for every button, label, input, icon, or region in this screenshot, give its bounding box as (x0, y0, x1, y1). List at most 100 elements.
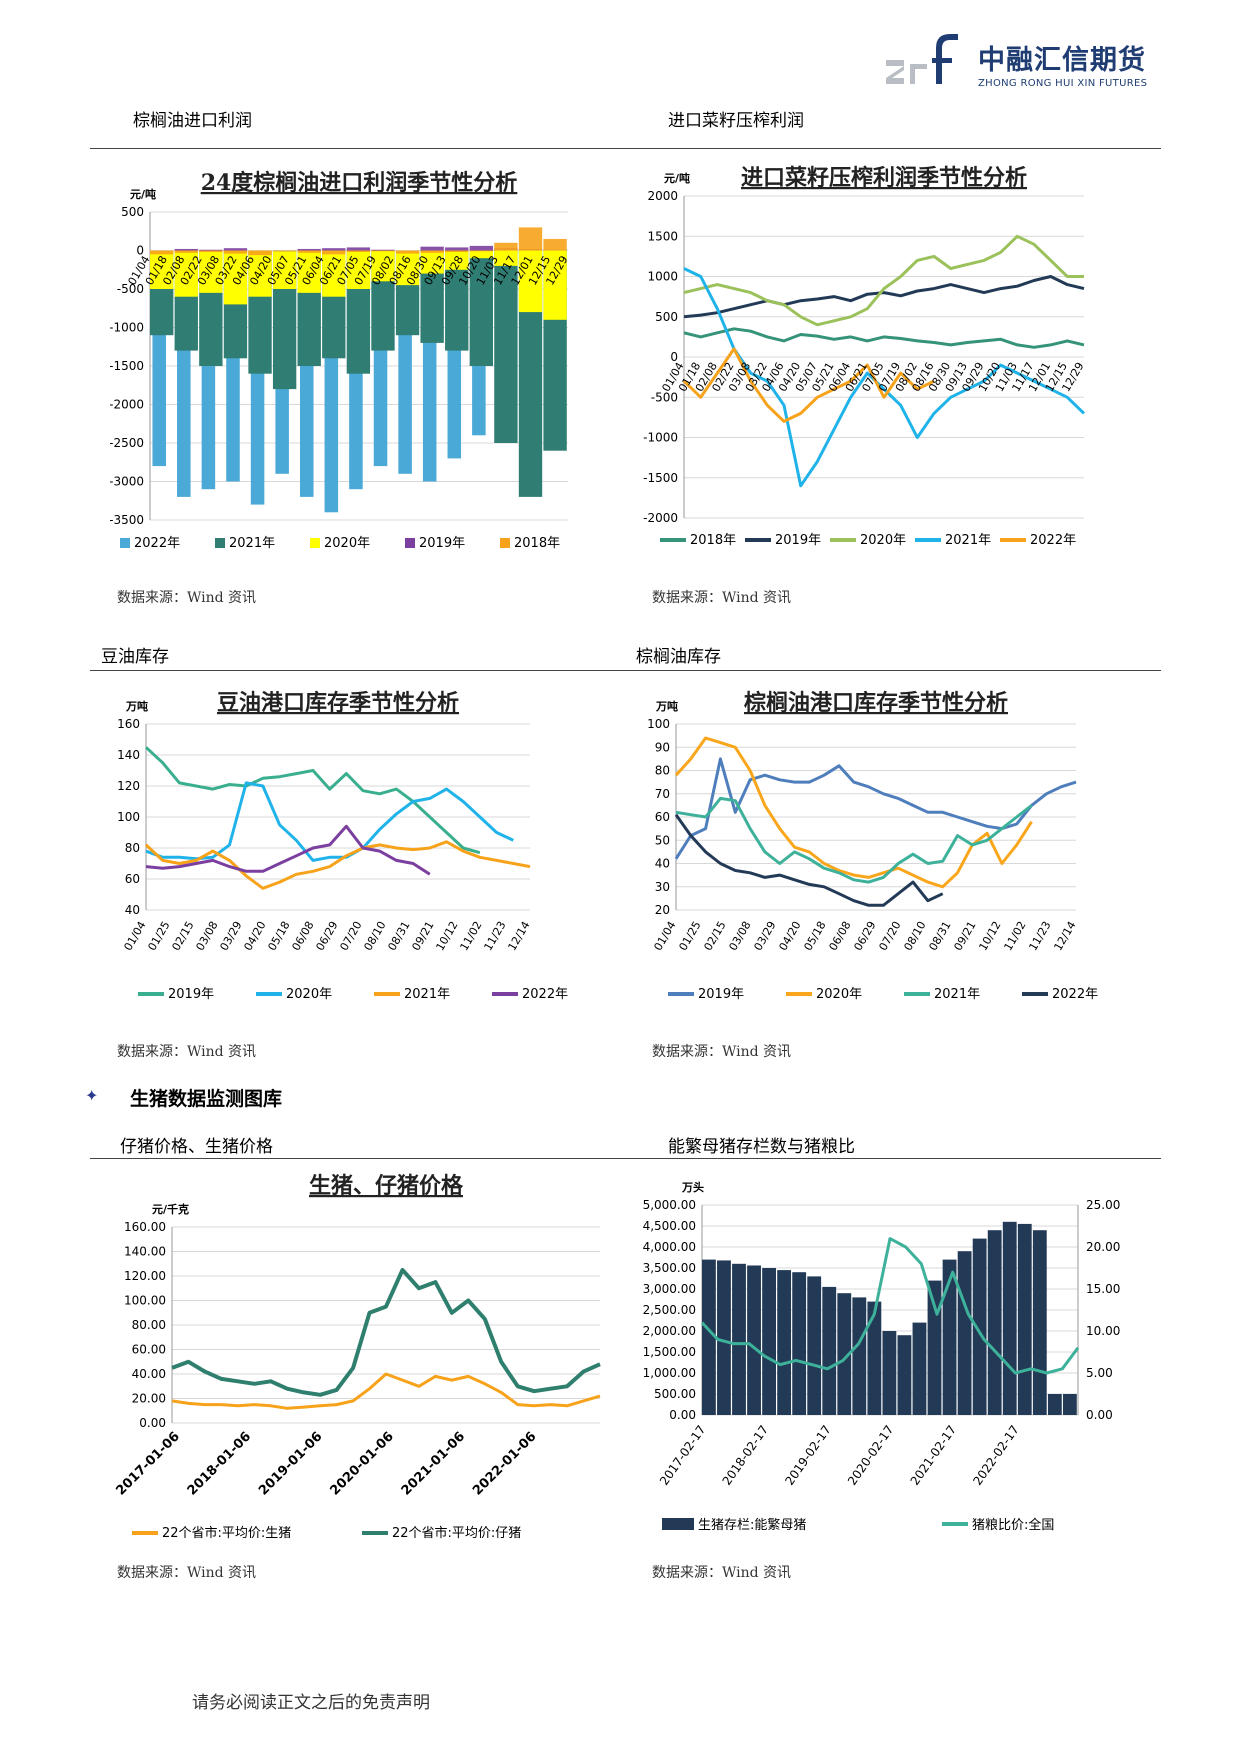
x-tick-label: 2021-02-17 (908, 1423, 959, 1488)
x-tick-label: 2021-01-06 (399, 1429, 468, 1498)
y-tick-label: -1500 (643, 471, 678, 485)
x-tick-label: 2017-01-06 (113, 1429, 182, 1498)
bar-4 (346, 250, 371, 253)
x-tick-label: 09/21 (951, 919, 978, 953)
x-tick-label: 03/08 (193, 919, 220, 953)
y-axis-unit-label: 万吨 (125, 699, 148, 713)
series-line-hog-grain-ratio (700, 1237, 1080, 1375)
legend-label-sow-inventory: 生猪存栏:能繁母猪 (698, 1517, 806, 1533)
x-tick-label: 12/14 (1051, 919, 1078, 953)
y-tick-label: 70 (655, 787, 670, 801)
company-logo: 中融汇信期货 ZHONG RONG HUI XIN FUTURES (880, 28, 1210, 90)
y-tick-label: 20 (655, 903, 670, 917)
data-source-note: 数据来源：Wind 资讯 (117, 590, 257, 606)
bar-4 (297, 250, 321, 253)
x-tick-label: 11/02 (1001, 919, 1028, 953)
x-tick-label: 01/25 (145, 919, 172, 953)
data-source-note: 数据来源：Wind 资讯 (117, 1565, 257, 1581)
bar-4 (174, 250, 198, 253)
x-tick-label: 02/15 (701, 919, 728, 953)
x-tick-label: 06/29 (851, 919, 878, 953)
series-line-0 (171, 1372, 601, 1410)
y-axis-unit-label: 万头 (681, 1180, 704, 1194)
legend-label-2020: 2020年 (860, 533, 906, 548)
series-line-0 (683, 327, 1085, 349)
bar-3 (199, 249, 223, 251)
series-line-2 (683, 234, 1084, 327)
y-tick-label: 500 (655, 310, 678, 324)
disclaimer-footer: 请务必阅读正文之后的免责声明 (192, 1693, 430, 1713)
y-tick-label: 90 (655, 740, 670, 754)
y-axis-unit-label: 元/吨 (664, 171, 690, 185)
bar-4 (150, 250, 174, 255)
bar-2 (322, 250, 346, 297)
legend-label-piglet-price: 22个省市:平均价:仔猪 (392, 1525, 521, 1541)
y-tick-label: 80.00 (132, 1318, 166, 1332)
bar-sow-inventory (1017, 1223, 1032, 1415)
y-tick-label: 0 (670, 350, 678, 364)
x-tick-label: 2022-01-06 (470, 1429, 539, 1498)
series-line-2 (675, 796, 1033, 884)
y2-tick-label: 20.00 (1086, 1240, 1120, 1254)
legend-label-2022: 2022年 (134, 536, 180, 551)
y-tick-label: -3000 (110, 475, 144, 489)
bar-3 (297, 248, 321, 251)
bar-2 (223, 250, 248, 305)
bar-4 (494, 242, 518, 251)
y-tick-label: 0.00 (139, 1416, 166, 1430)
x-tick-label: 07/20 (337, 919, 364, 953)
y2-tick-label: 0.00 (1086, 1408, 1113, 1422)
y-tick-label: 60 (125, 872, 140, 886)
bar-2 (469, 250, 494, 259)
x-tick-label: 08/10 (901, 919, 928, 953)
x-tick-label: 10/12 (976, 919, 1003, 953)
y-tick-label: 1000 (647, 270, 678, 284)
data-source-note: 数据来源：Wind 资讯 (117, 1044, 257, 1060)
legend-label-2022: 2022年 (522, 987, 568, 1002)
series-line-0 (144, 746, 481, 855)
legend-label-2021: 2021年 (229, 536, 275, 551)
bar-2 (150, 250, 174, 289)
bar-2 (494, 250, 518, 266)
series-line-1 (171, 1267, 601, 1397)
x-tick-label: 01/04 (651, 919, 678, 953)
y-tick-label: 120 (117, 779, 140, 793)
y-axis-unit-label: 元/千克 (152, 1202, 189, 1216)
y2-tick-label: 25.00 (1086, 1198, 1120, 1212)
legend-label-2019: 2019年 (698, 987, 744, 1002)
x-tick-label: 03/29 (217, 919, 244, 953)
bar-2 (371, 250, 395, 282)
bar-4 (469, 250, 494, 252)
legend-swatch (215, 538, 225, 548)
y-tick-label: 0 (136, 244, 144, 258)
series-line-1 (674, 736, 1033, 889)
y-tick-label: 0.00 (669, 1408, 696, 1422)
series-line-3 (145, 824, 431, 876)
bar-4 (199, 250, 223, 253)
bar-2 (543, 250, 567, 320)
bar-sow-inventory (1002, 1221, 1017, 1415)
y-tick-label: 4,000.00 (643, 1240, 696, 1254)
bar-4 (223, 250, 248, 254)
y-tick-label: 1,000.00 (643, 1366, 696, 1380)
legend-label-2022: 2022年 (1052, 987, 1098, 1002)
legend-label-2021: 2021年 (404, 987, 450, 1002)
y-tick-label: 2,500.00 (643, 1303, 696, 1317)
x-tick-label: 07/20 (876, 919, 903, 953)
divider (90, 148, 1161, 149)
bar-2 (395, 250, 420, 286)
bar-sow-inventory (762, 1268, 776, 1415)
bar-1 (445, 250, 469, 351)
y-tick-label: 3,500.00 (643, 1261, 696, 1275)
legend-label-2021: 2021年 (934, 987, 980, 1002)
y-tick-label: -2000 (110, 398, 144, 412)
y-tick-label: 20.00 (132, 1392, 166, 1406)
data-source-note: 数据来源：Wind 资讯 (652, 1565, 792, 1581)
x-tick-label: 2018-01-06 (185, 1429, 254, 1498)
y-tick-label: -2000 (643, 511, 678, 525)
y2-tick-label: 10.00 (1086, 1324, 1120, 1338)
y-axis-unit-label: 万吨 (655, 699, 678, 713)
y-tick-label: 50 (655, 833, 670, 847)
chart-sow-inventory: 万头 5,000.00 4,500.00 4,000.00 3,500.00 3,000.… (643, 1180, 1121, 1533)
series-line-4 (682, 347, 935, 423)
